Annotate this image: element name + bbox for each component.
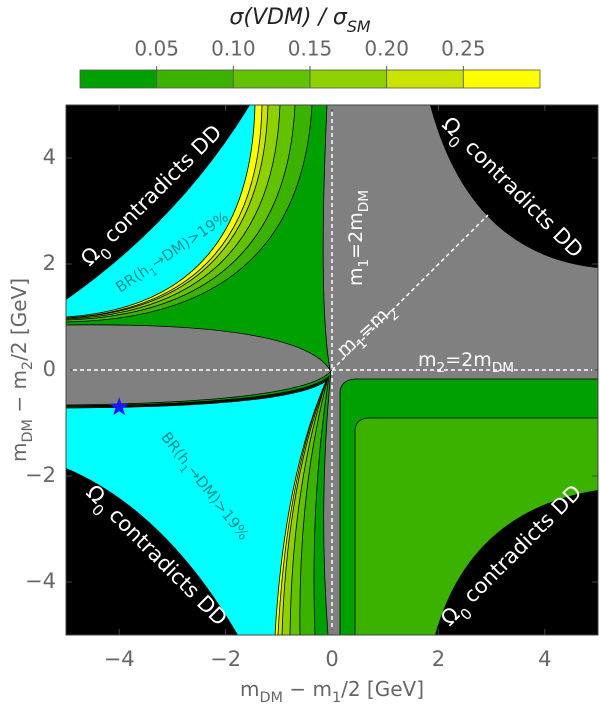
subscript: DM	[356, 190, 372, 212]
y-axis-label: mDM − m2/2 [GeV]	[7, 278, 37, 462]
annotation: m1=2mDM	[345, 190, 373, 286]
x-tick-label: −4	[104, 647, 135, 671]
colorbar-tick-label: 0.15	[288, 37, 333, 61]
text-part: m	[7, 443, 31, 462]
guide-line	[331, 214, 489, 371]
colorbar-segment	[462, 69, 541, 89]
text-part: /2 [GeV]	[7, 278, 31, 361]
plot-regions	[66, 105, 598, 635]
y-tick-label: −4	[25, 569, 56, 593]
text-part: =2m	[345, 212, 367, 259]
omega-region	[66, 105, 250, 300]
subscript: SM	[347, 17, 371, 36]
y-tick-label: 0	[43, 357, 56, 381]
omega-region	[430, 105, 598, 268]
subscript: 1	[332, 690, 341, 704]
x-tick-label: 0	[325, 647, 338, 671]
chart-title: σ(VDM) / σSM	[229, 5, 370, 36]
text-part: m	[418, 349, 437, 371]
benchmark-star	[109, 397, 129, 416]
x-tick-label: −2	[210, 647, 241, 671]
colorbar-segment	[309, 69, 388, 89]
y-tick-label: 4	[43, 145, 56, 169]
omega-region	[66, 468, 238, 635]
annotation: m2=2mDM	[418, 349, 514, 377]
subscript: 1	[356, 259, 372, 268]
text-part: − m	[7, 370, 31, 419]
colorbar-tick-label: 0.10	[211, 37, 256, 61]
text-part: σ(VDM) / σ	[229, 5, 347, 30]
omega-region	[435, 490, 598, 635]
y-tick-label: −2	[25, 463, 56, 487]
subscript: 2	[20, 361, 36, 370]
x-tick-label: 2	[432, 647, 445, 671]
text-part: − m	[283, 677, 332, 701]
colorbar-segment	[232, 69, 311, 89]
subscript: 2	[436, 360, 445, 376]
colorbar-tick-label: 0.25	[441, 37, 486, 61]
subscript: DM	[259, 690, 283, 704]
x-tick-label: 4	[538, 647, 551, 671]
colorbar-segment	[386, 69, 464, 89]
text-part: m	[345, 268, 367, 287]
subscript: DM	[20, 419, 36, 443]
colorbar-segment	[156, 69, 234, 89]
x-axis-label: mDM − m1/2 [GeV]	[240, 677, 424, 704]
colorbar-tick-label: 0.05	[134, 37, 179, 61]
colorbar-segment	[79, 69, 158, 89]
text-part: /2 [GeV]	[341, 677, 424, 701]
y-tick-label: 2	[43, 251, 56, 275]
text-part: m	[240, 677, 259, 701]
subscript: DM	[492, 360, 514, 376]
colorbar-tick-label: 0.20	[364, 37, 409, 61]
text-part: =2m	[445, 349, 492, 371]
